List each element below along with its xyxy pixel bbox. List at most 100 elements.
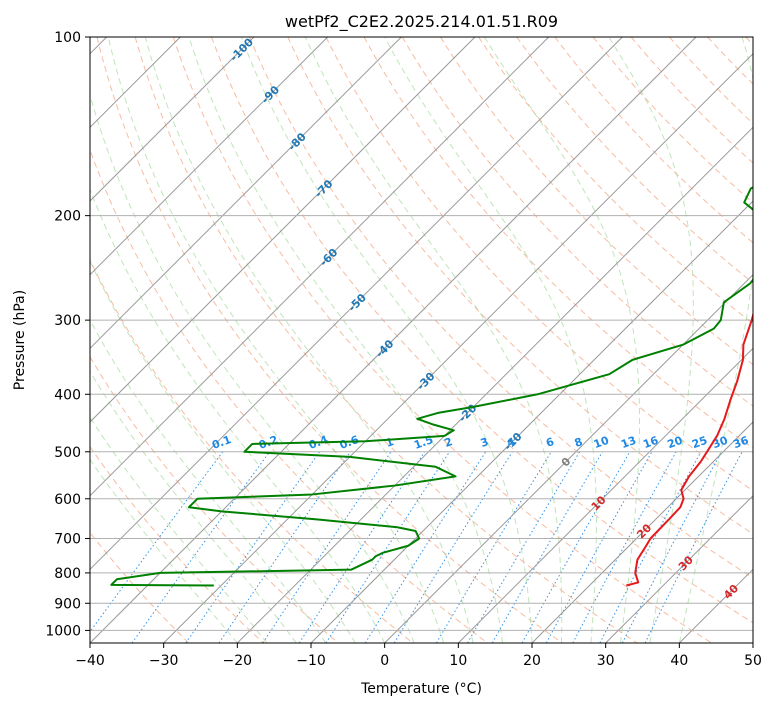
x-tick-label: 50 [744,653,762,669]
x-tick-label: 40 [670,653,688,669]
mixing-ratio-label: 3 [479,435,491,450]
dry-adiabat [90,531,190,643]
isotherm-label: -90 [259,83,282,106]
series-lines [110,186,753,587]
dry-adiabat [90,445,264,643]
mixing-ratio-label: 8 [573,435,585,450]
mixing-ratio-label: 36 [732,434,751,452]
mixing-ratio-label: 4 [505,435,517,450]
mixing-ratio-line [467,451,581,643]
background-lines [90,37,753,643]
moist-adiabat [384,37,597,643]
dry-adiabat [90,258,414,643]
moist-adiabat [90,370,297,643]
dry-adiabat [478,37,753,325]
moist-adiabat [90,416,268,643]
y-tick-label: 600 [54,492,81,508]
mixing-ratio-line [521,451,631,643]
dry-adiabat [134,37,638,643]
moist-adiabat [678,37,753,643]
mixing-ratio-line [262,451,392,643]
dry-adiabat [707,37,753,85]
moist-adiabat [144,37,474,643]
moist-adiabat [483,37,641,643]
moist-adiabat [90,319,327,643]
mixing-ratio-line [218,451,351,643]
dry-adiabat [325,37,753,492]
x-tick-label: −20 [223,653,253,669]
isotherm [90,37,329,276]
gridlines [90,37,753,643]
x-axis: −40 −30 −20 −10 0 10 20 30 40 50 [75,643,762,669]
dry-adiabat [745,37,753,46]
mixing-ratio-label: 10 [592,434,611,452]
mixing-ratio-line [325,451,450,643]
x-tick-label: 20 [523,653,541,669]
moist-adiabat [90,458,238,643]
isotherm [163,52,753,643]
mixing-ratio-line [599,451,702,643]
isotherm [384,273,753,643]
plot-frame [89,36,754,644]
x-tick-label: −30 [149,653,179,669]
mixing-ratio-label: 0.1 [210,433,233,452]
moist-adiabat [107,37,445,643]
mixing-ratio-line [298,451,426,643]
dry-adiabat [440,37,753,366]
dry-adiabat [90,355,339,643]
isotherm [752,642,753,643]
x-tick-label: −40 [75,653,105,669]
moist-adiabat [240,37,533,643]
mixing-ratio-label: 20 [666,434,685,452]
mixing-ratio-line [131,451,271,643]
isotherm [531,421,753,643]
temperature-profile [626,311,753,587]
y-tick-label: 900 [54,596,81,612]
moist-adiabat [608,37,694,643]
x-axis-title: Temperature (°C) [360,681,482,697]
dewpoint-profile [110,186,753,587]
mixing-ratio-label: 13 [619,434,638,451]
isotherm [90,37,402,350]
mixing-ratio-label: 1 [384,435,396,450]
mixing-ratio-label: 6 [544,435,556,450]
x-tick-label: −10 [296,653,326,669]
isotherm [90,37,623,571]
isotherm [90,37,550,497]
y-tick-label: 1000 [45,623,81,639]
isotherm [457,347,753,643]
y-axis: 100 200 300 400 500 600 700 800 900 1000 [45,30,90,639]
dry-adiabat [669,37,753,125]
moist-adiabat [188,37,504,643]
dry-adiabat [401,37,753,407]
dry-adiabat [249,37,753,579]
mixing-ratio-label: 0.2 [257,433,280,452]
mixing-ratio-line [435,451,552,643]
y-tick-label: 200 [54,209,81,225]
y-tick-label: 400 [54,387,81,403]
mixing-ratio-line [364,451,487,643]
y-tick-label: 500 [54,445,81,461]
isotherm [605,494,753,643]
dry-adiabat [211,37,753,624]
dry-adiabat [592,37,753,204]
isotherm [90,37,476,423]
isotherm [236,126,753,643]
mixing-ratio-line [90,451,224,633]
y-tick-label: 700 [54,532,81,548]
mixing-ratio-line [644,451,743,643]
y-axis-title: Pressure (hPa) [12,290,28,390]
x-tick-label: 30 [597,653,615,669]
isotherm-label: -70 [312,177,335,200]
dry-adiabat [96,37,563,643]
dry-adiabat [172,37,712,643]
mixing-ratio-label: 25 [690,434,709,451]
isotherm [310,200,753,643]
isotherm [90,37,697,643]
mixing-ratio-label: 2 [443,435,455,450]
moist-adiabat [90,259,356,643]
mixing-ratio-line [545,451,653,643]
isotherm [90,37,255,202]
moist-adiabat [304,37,563,643]
